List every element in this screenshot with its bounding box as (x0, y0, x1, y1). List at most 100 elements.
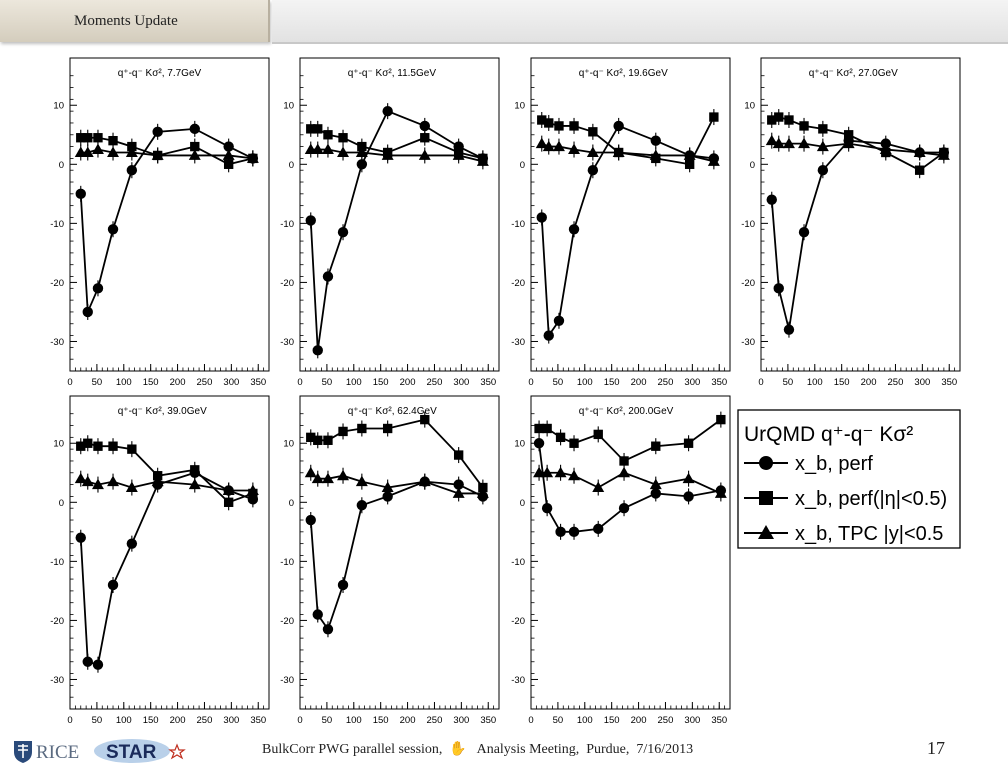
data-point-square (306, 124, 316, 134)
data-point-triangle (592, 481, 605, 493)
x-tick-label: 100 (346, 715, 362, 726)
y-tick-label: 10 (283, 439, 294, 450)
chart-panel-2: 0 50 100 150 200 250 300 350 -30 -20 -10 0 10 q⁺-q⁻ K… (280, 57, 500, 388)
x-tick-label: 300 (453, 377, 469, 388)
data-point-circle (766, 194, 777, 205)
data-point-triangle (612, 146, 625, 157)
data-point-triangle (568, 469, 581, 481)
data-point-triangle (476, 487, 489, 498)
data-point-circle (312, 609, 323, 620)
data-point-triangle (381, 481, 394, 493)
plot-frame (69, 395, 270, 710)
data-point-square (555, 432, 566, 443)
data-point-triangle (418, 475, 431, 487)
data-point-triangle (707, 155, 720, 166)
plot-frame (299, 57, 500, 372)
data-point-triangle (355, 146, 368, 157)
data-point-triangle (798, 137, 811, 149)
data-point-triangle (554, 466, 567, 478)
data-point-circle (312, 345, 323, 356)
data-point-circle (82, 656, 93, 667)
data-point-circle (322, 271, 334, 282)
header-bar (272, 0, 1008, 44)
data-point-triangle (246, 152, 259, 163)
x-tick-label: 50 (783, 377, 794, 388)
y-tick-label: 0 (59, 160, 64, 171)
data-point-square (127, 444, 137, 454)
data-point-triangle (151, 475, 164, 487)
data-point-triangle (321, 143, 334, 155)
x-tick-label: 150 (373, 715, 389, 726)
data-point-square (338, 426, 348, 437)
data-point-triangle (714, 487, 727, 498)
data-point-square (651, 441, 661, 451)
x-tick-label: 250 (658, 715, 674, 726)
data-point-square (83, 133, 93, 143)
data-point-square (544, 118, 554, 128)
x-tick-label: 250 (197, 715, 213, 726)
x-tick-label: 0 (297, 715, 302, 726)
x-tick-label: 300 (223, 377, 239, 388)
y-tick-label: -10 (50, 557, 64, 568)
x-tick-label: 250 (427, 715, 443, 726)
data-point-circle (773, 283, 784, 294)
data-point-circle (107, 579, 119, 591)
x-tick-label: 0 (528, 377, 533, 388)
footer-session-text: BulkCorr PWG parallel session, ✋ Analysi… (262, 742, 694, 757)
data-point-triangle (188, 478, 201, 490)
data-point-circle (783, 324, 795, 335)
data-point-triangle (107, 146, 120, 157)
data-point-square (542, 423, 552, 434)
data-point-circle (126, 165, 138, 176)
data-point-square (554, 121, 564, 131)
data-point-triangle (913, 146, 926, 157)
x-tick-label: 50 (322, 715, 333, 726)
data-point-triangle (683, 149, 696, 160)
data-point-triangle (772, 137, 785, 149)
data-point-circle (453, 479, 464, 490)
legend-marker (759, 491, 773, 505)
x-tick-label: 150 (373, 377, 389, 388)
data-point-square (190, 141, 200, 152)
plot-frame (530, 395, 731, 710)
chart-panel-7: 0 50 100 150 200 250 300 350 -30 -20 -10 0 10 q⁺-q⁻ K… (511, 395, 731, 726)
data-point-triangle (125, 481, 138, 493)
data-point-square (767, 115, 777, 125)
data-point-triangle (311, 143, 324, 155)
data-point-circle (541, 503, 553, 514)
data-point-circle (536, 212, 547, 223)
chart-title: q⁺-q⁻ Kσ², 19.6GeV (579, 68, 668, 79)
data-point-square (914, 165, 925, 175)
x-tick-label: 50 (92, 715, 103, 726)
x-tick-label: 50 (92, 377, 103, 388)
rice-logo: RICE (14, 741, 79, 763)
data-point-square (306, 432, 316, 443)
data-point-triangle (125, 146, 138, 157)
data-point-square (382, 423, 393, 434)
data-point-circle (82, 306, 93, 318)
x-tick-label: 100 (577, 715, 593, 726)
data-point-triangle (337, 469, 350, 481)
data-point-circle (337, 227, 349, 238)
data-point-square (420, 414, 430, 425)
chart-panel-5: 0 50 100 150 200 250 300 350 -30 -20 -10 0 10 q⁺-q⁻ K… (50, 395, 270, 726)
data-point-circle (152, 126, 163, 138)
data-point-circle (419, 120, 430, 132)
data-point-triangle (107, 475, 120, 487)
data-point-triangle (586, 146, 599, 157)
chart-title: q⁺-q⁻ Kσ², 62.4GeV (348, 406, 437, 417)
x-tick-label: 300 (684, 377, 700, 388)
y-tick-label: -30 (280, 675, 294, 686)
y-tick-label: 10 (283, 101, 294, 112)
data-point-triangle (91, 143, 104, 155)
data-point-square (357, 423, 367, 434)
x-tick-label: 0 (67, 715, 72, 726)
data-point-circle (555, 526, 566, 538)
legend-label: x_b, TPC |y|<0.5 (795, 523, 943, 545)
x-tick-label: 200 (631, 377, 647, 388)
data-point-triangle (649, 149, 662, 160)
data-point-triangle (618, 466, 631, 478)
chart-title: q⁺-q⁻ Kσ², 7.7GeV (118, 68, 202, 79)
data-point-triangle (91, 478, 104, 490)
